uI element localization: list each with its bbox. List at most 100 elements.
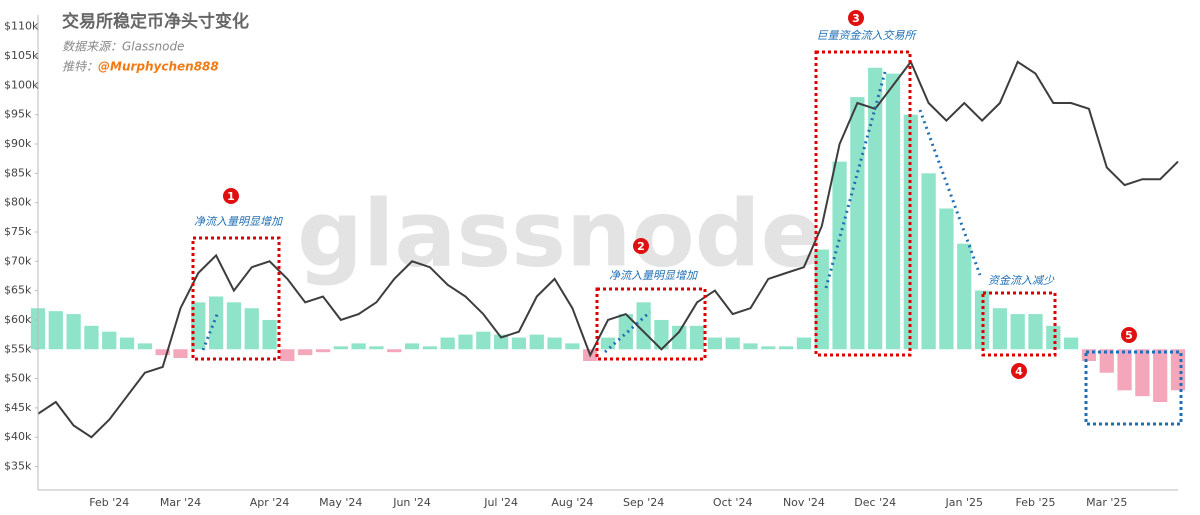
bar xyxy=(440,337,455,350)
annotation: 巨量资金流入交易所 xyxy=(817,29,918,42)
x-tick-label: Dec '24 xyxy=(854,496,896,509)
bar xyxy=(209,296,224,350)
y-tick-label: $110k xyxy=(4,20,39,33)
x-tick-label: Jul '24 xyxy=(483,496,518,509)
y-tick-label: $85k xyxy=(4,166,32,179)
arrow xyxy=(824,71,887,289)
bar xyxy=(369,346,384,350)
highlight-box xyxy=(981,291,1057,357)
bar xyxy=(155,349,170,356)
price-line xyxy=(37,59,1179,439)
bar xyxy=(868,67,883,350)
x-tick-label: Mar '24 xyxy=(160,496,201,509)
marker-number: 1 xyxy=(227,190,235,203)
marker-number: 4 xyxy=(1015,365,1023,378)
y-tick-label: $80k xyxy=(4,196,32,209)
highlight-box xyxy=(191,236,281,361)
bar xyxy=(921,173,936,350)
highlight-box xyxy=(814,50,912,357)
highlight-box xyxy=(595,287,707,361)
y-tick-label: $50k xyxy=(4,372,32,385)
bar xyxy=(422,346,437,350)
y-tick-label: $100k xyxy=(4,78,39,91)
bar xyxy=(565,343,580,350)
annotation: 资金流入减少 xyxy=(988,274,1055,287)
bar xyxy=(1117,349,1132,391)
x-tick-label: Feb '25 xyxy=(1016,496,1056,509)
marker-number: 3 xyxy=(852,12,860,25)
bar xyxy=(404,343,420,350)
marker-circle xyxy=(1121,327,1137,343)
bar xyxy=(1153,349,1168,403)
bar xyxy=(832,161,847,350)
y-tick-label: $60k xyxy=(4,313,32,326)
bar xyxy=(618,314,633,350)
bar xyxy=(529,334,544,350)
y-tick-label: $45k xyxy=(4,401,32,414)
bar xyxy=(262,319,277,350)
marker-number: 2 xyxy=(637,240,645,253)
bar xyxy=(191,302,206,350)
bar xyxy=(1064,337,1079,350)
bar xyxy=(1099,349,1114,373)
y-tick-label: $95k xyxy=(4,108,32,121)
x-tick-label: Nov '24 xyxy=(783,496,825,509)
bar xyxy=(1046,325,1061,350)
annotation: 净流入量明显增加 xyxy=(609,269,699,282)
arrows xyxy=(201,71,982,354)
bar xyxy=(796,337,812,350)
bar xyxy=(226,302,242,350)
x-tick-label: Jan '25 xyxy=(945,496,983,509)
x-tick-label: Sep '24 xyxy=(623,496,664,509)
bar xyxy=(725,337,740,350)
bar xyxy=(743,343,758,350)
x-tick-label: Mar '25 xyxy=(1086,496,1127,509)
bar xyxy=(761,346,776,350)
bar xyxy=(779,346,794,350)
marker-circle xyxy=(848,10,864,26)
marker-circle xyxy=(223,188,239,204)
bar xyxy=(102,331,117,350)
y-tick-label: $35k xyxy=(4,460,32,473)
author: @Murphychen888 xyxy=(98,60,219,74)
bar xyxy=(850,97,865,350)
y-tick-label: $75k xyxy=(4,225,32,238)
y-tick-label: $55k xyxy=(4,342,32,355)
x-tick-label: Jun '24 xyxy=(392,496,431,509)
bar xyxy=(636,302,651,350)
bar xyxy=(173,349,188,359)
marker-number: 5 xyxy=(1125,329,1133,342)
y-tick-label: $70k xyxy=(4,254,32,267)
bar xyxy=(992,308,1007,350)
arrow xyxy=(604,310,651,354)
chart-title: 交易所稳定币净头寸变化 xyxy=(62,11,249,32)
bar xyxy=(66,314,81,350)
bar xyxy=(903,114,918,350)
bar xyxy=(351,343,366,350)
bar xyxy=(137,343,152,350)
marker-circle xyxy=(633,238,649,254)
bar xyxy=(333,346,348,350)
arrow xyxy=(201,311,220,351)
bar xyxy=(511,337,527,350)
bar xyxy=(939,208,954,350)
bar xyxy=(957,243,972,350)
bar xyxy=(1170,349,1186,391)
boxes xyxy=(191,50,1183,426)
x-tick-label: Apr '24 xyxy=(250,496,290,509)
bar xyxy=(600,337,616,350)
x-tick-label: May '24 xyxy=(319,496,362,509)
author-label: 推特： xyxy=(62,60,98,74)
bar xyxy=(1135,349,1150,397)
bar xyxy=(707,337,722,350)
x-tick-label: Feb '24 xyxy=(89,496,129,509)
x-tick-label: Oct '24 xyxy=(713,496,753,509)
y-tick-label: $40k xyxy=(4,430,32,443)
bar xyxy=(298,349,313,356)
bar xyxy=(654,319,669,350)
y-tick-label: $105k xyxy=(4,49,39,62)
bar xyxy=(494,334,509,350)
source: 数据来源：Glassnode xyxy=(62,40,184,54)
bar xyxy=(547,337,562,350)
